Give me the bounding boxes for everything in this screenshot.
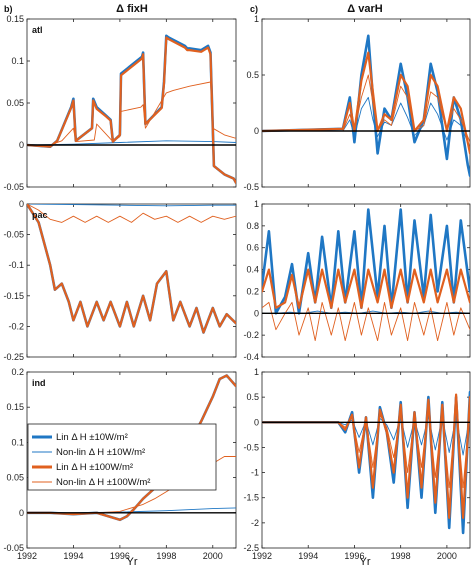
series-line-nonlin-10 <box>262 96 470 149</box>
x-axis-label-right: Yr <box>360 556 371 568</box>
series-line-nonlin-100 <box>262 404 470 489</box>
y-tick-label: 0 <box>19 508 24 518</box>
plot-frame <box>261 18 471 188</box>
legend-label-lin-100: Lin Δ H ±100W/m² <box>56 462 133 473</box>
panels-layer: -0.0500.050.10.15atl-0.500.51-0.25-0.2-0… <box>3 14 471 561</box>
y-tick-label: 0.1 <box>11 56 24 66</box>
column-letter-fixH: b) <box>4 4 13 14</box>
legend: Lin Δ H ±10W/m² Non-lin Δ H ±10W/m² Lin … <box>27 423 217 491</box>
y-tick-label: 0.8 <box>246 221 259 231</box>
panel-pac-fixH: -0.25 -0.2 -0.15 -0.1 -0.05 0 pac <box>3 199 237 362</box>
plot-frame <box>26 203 237 358</box>
y-tick-label: -0.5 <box>243 442 259 452</box>
legend-box <box>27 423 217 491</box>
series-line-lin-100 <box>262 393 470 519</box>
y-tick-label: 0.2 <box>246 286 259 296</box>
y-tick-label: -1 <box>251 468 259 478</box>
legend-label-nonlin-10: Non-lin Δ H ±10W/m² <box>56 447 145 458</box>
series-line-nonlin-100 <box>27 81 236 146</box>
series-line-nonlin-100 <box>27 204 236 223</box>
panel-atl-varH: -0.5 0 0.5 1 <box>243 14 471 192</box>
y-tick-label: 0 <box>254 308 259 318</box>
series-line-nonlin-100 <box>262 74 470 143</box>
series-group <box>262 208 470 342</box>
legend-label-nonlin-100: Non-lin Δ H ±100W/m² <box>56 477 150 488</box>
y-tick-label: -0.15 <box>3 291 24 301</box>
plot-frame <box>26 371 237 549</box>
y-tick-label: 0 <box>19 140 24 150</box>
y-tick-label: -2 <box>251 518 259 528</box>
x-tick-label: 1996 <box>110 551 130 561</box>
column-title-fixH: Δ fixH <box>116 3 148 15</box>
y-tick-label: 0.05 <box>6 473 24 483</box>
panel-ind-varH: -2.5 -2 -1.5 -1 -0.5 0 0.5 1 1992 1994 1996 1998 200… <box>243 367 471 561</box>
y-tick-label: -0.1 <box>8 260 24 270</box>
y-tick-label: 0.05 <box>6 98 24 108</box>
series-group <box>27 204 236 334</box>
x-axis-label-left: Yr <box>127 556 138 568</box>
y-tick-label: 0.2 <box>11 367 24 377</box>
y-tick-label: -2.5 <box>243 543 259 553</box>
x-tick-label: 1994 <box>298 551 318 561</box>
series-line-nonlin-100 <box>262 301 470 342</box>
x-tick-label: 2000 <box>437 551 457 561</box>
y-tick-label: 0 <box>254 417 259 427</box>
plot-frame <box>261 371 471 549</box>
y-tick-label: 0 <box>254 126 259 136</box>
y-tick-label: 0.5 <box>246 392 259 402</box>
region-label-ind: ind <box>32 378 46 388</box>
series-line-lin-100 <box>262 268 470 309</box>
region-label-pac: pac <box>32 210 48 220</box>
y-tick-label: 1 <box>254 14 259 24</box>
series-line-lin-100 <box>27 36 236 184</box>
series-line-lin-100 <box>27 204 236 334</box>
panel-pac-varH: -0.4 -0.2 0 0.2 0.4 0.6 0.8 1 <box>243 199 471 362</box>
y-tick-label: -0.4 <box>243 352 259 362</box>
series-group <box>262 390 470 535</box>
y-tick-label: -1.5 <box>243 493 259 503</box>
series-line-lin-100 <box>262 51 470 155</box>
series-line-nonlin-10 <box>27 204 236 207</box>
x-tick-label: 1998 <box>156 551 176 561</box>
panel-atl-fixH: -0.05 0 0.05 0.1 0.15 atl <box>3 14 237 192</box>
y-tick-label: -0.25 <box>3 352 24 362</box>
x-tick-label: 2000 <box>203 551 223 561</box>
x-tick-label: 1992 <box>17 551 37 561</box>
y-tick-label: -0.5 <box>243 182 259 192</box>
y-tick-label: 0 <box>19 199 24 209</box>
region-label-atl: atl <box>32 25 43 35</box>
y-tick-label: -0.2 <box>243 330 259 340</box>
y-tick-label: -0.05 <box>3 230 24 240</box>
y-tick-label: 0.15 <box>6 402 24 412</box>
column-title-varH: Δ varH <box>347 3 382 15</box>
y-tick-label: -0.05 <box>3 182 24 192</box>
y-tick-label: -0.05 <box>3 543 24 553</box>
x-tick-label: 1992 <box>252 551 272 561</box>
series-group <box>262 34 470 178</box>
y-tick-label: 0.5 <box>246 70 259 80</box>
y-tick-label: 0.4 <box>246 265 259 275</box>
y-tick-label: 0.1 <box>11 437 24 447</box>
column-letter-varH: c) <box>250 4 258 14</box>
x-tick-label: 1996 <box>344 551 364 561</box>
x-tick-label: 1998 <box>391 551 411 561</box>
y-tick-label: -0.2 <box>8 321 24 331</box>
y-tick-label: 0.15 <box>6 14 24 24</box>
legend-label-lin-10: Lin Δ H ±10W/m² <box>56 432 128 443</box>
y-tick-label: 0.6 <box>246 243 259 253</box>
y-tick-label: 1 <box>254 367 259 377</box>
y-tick-label: 1 <box>254 199 259 209</box>
x-tick-label: 1994 <box>63 551 83 561</box>
